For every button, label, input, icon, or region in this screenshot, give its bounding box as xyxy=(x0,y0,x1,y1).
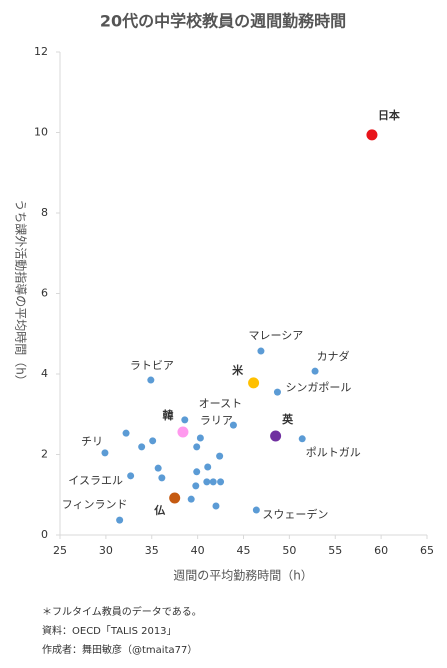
point xyxy=(116,516,124,524)
point-label: ポルトガル xyxy=(306,446,361,459)
point xyxy=(252,506,260,514)
point xyxy=(127,472,135,480)
x-tick-label: 30 xyxy=(99,544,113,557)
point xyxy=(203,478,211,486)
x-tick-label: 50 xyxy=(282,544,296,557)
point-label: 仏 xyxy=(154,504,165,517)
point xyxy=(181,416,189,424)
x-tick-label: 40 xyxy=(191,544,205,557)
point xyxy=(122,429,130,437)
point xyxy=(257,347,265,355)
point xyxy=(298,435,306,443)
note: 資料：OECD「TALIS 2013」 xyxy=(42,624,177,637)
point-label: 日本 xyxy=(378,108,400,122)
x-tick-label: 25 xyxy=(53,544,67,557)
point-label: イスラエル xyxy=(68,474,123,487)
point xyxy=(158,474,166,482)
point xyxy=(204,463,212,471)
y-tick-label: 8 xyxy=(41,206,48,219)
x-tick-label: 45 xyxy=(237,544,251,557)
point xyxy=(216,452,224,460)
point xyxy=(273,388,281,396)
point xyxy=(366,129,378,141)
point xyxy=(217,478,225,486)
point-label: シンガポール xyxy=(285,381,351,394)
y-tick-label: 4 xyxy=(41,367,48,380)
point xyxy=(154,464,162,472)
point xyxy=(149,437,157,445)
x-tick-label: 60 xyxy=(374,544,388,557)
point xyxy=(177,426,189,438)
point xyxy=(169,492,181,504)
point xyxy=(193,468,201,476)
point xyxy=(147,376,155,384)
point-label: カナダ xyxy=(317,349,350,363)
point-label: 英 xyxy=(281,412,294,426)
note: ＊フルタイム教員のデータである。 xyxy=(42,605,202,618)
point xyxy=(270,430,282,442)
point-label: 米 xyxy=(231,363,244,377)
point xyxy=(196,434,204,442)
point-label: スウェーデン xyxy=(262,507,328,521)
point xyxy=(212,502,220,510)
chart-title: 20代の中学校教員の週間勤務時間 xyxy=(100,12,346,31)
point-label: マレーシア xyxy=(249,329,304,342)
point-label: オーストラリア xyxy=(199,397,242,427)
point-label: フィンランド xyxy=(62,498,128,511)
x-tick-label: 55 xyxy=(328,544,342,557)
point xyxy=(229,421,237,429)
x-tick-label: 35 xyxy=(145,544,159,557)
x-axis-label: 週間の平均勤務時間（h） xyxy=(173,569,313,583)
point xyxy=(311,367,319,375)
y-axis-label: うち課外活動指導の平均時間（h） xyxy=(14,199,29,387)
point-label: 韓 xyxy=(162,408,173,422)
y-tick-label: 12 xyxy=(34,45,48,58)
point-label: チリ xyxy=(81,435,103,448)
y-tick-label: 0 xyxy=(41,528,48,541)
y-tick-label: 2 xyxy=(41,448,48,461)
point xyxy=(138,443,146,451)
point xyxy=(209,478,217,486)
x-tick-label: 65 xyxy=(420,544,434,557)
point xyxy=(187,495,195,503)
point-label: ラトビア xyxy=(130,359,174,372)
note: 作成者：舞田敏彦（@tmaita77） xyxy=(42,643,197,656)
point xyxy=(192,482,200,490)
point xyxy=(101,449,109,457)
point xyxy=(248,377,260,389)
y-tick-label: 6 xyxy=(41,287,48,300)
point xyxy=(193,443,201,451)
y-tick-label: 10 xyxy=(34,126,48,139)
